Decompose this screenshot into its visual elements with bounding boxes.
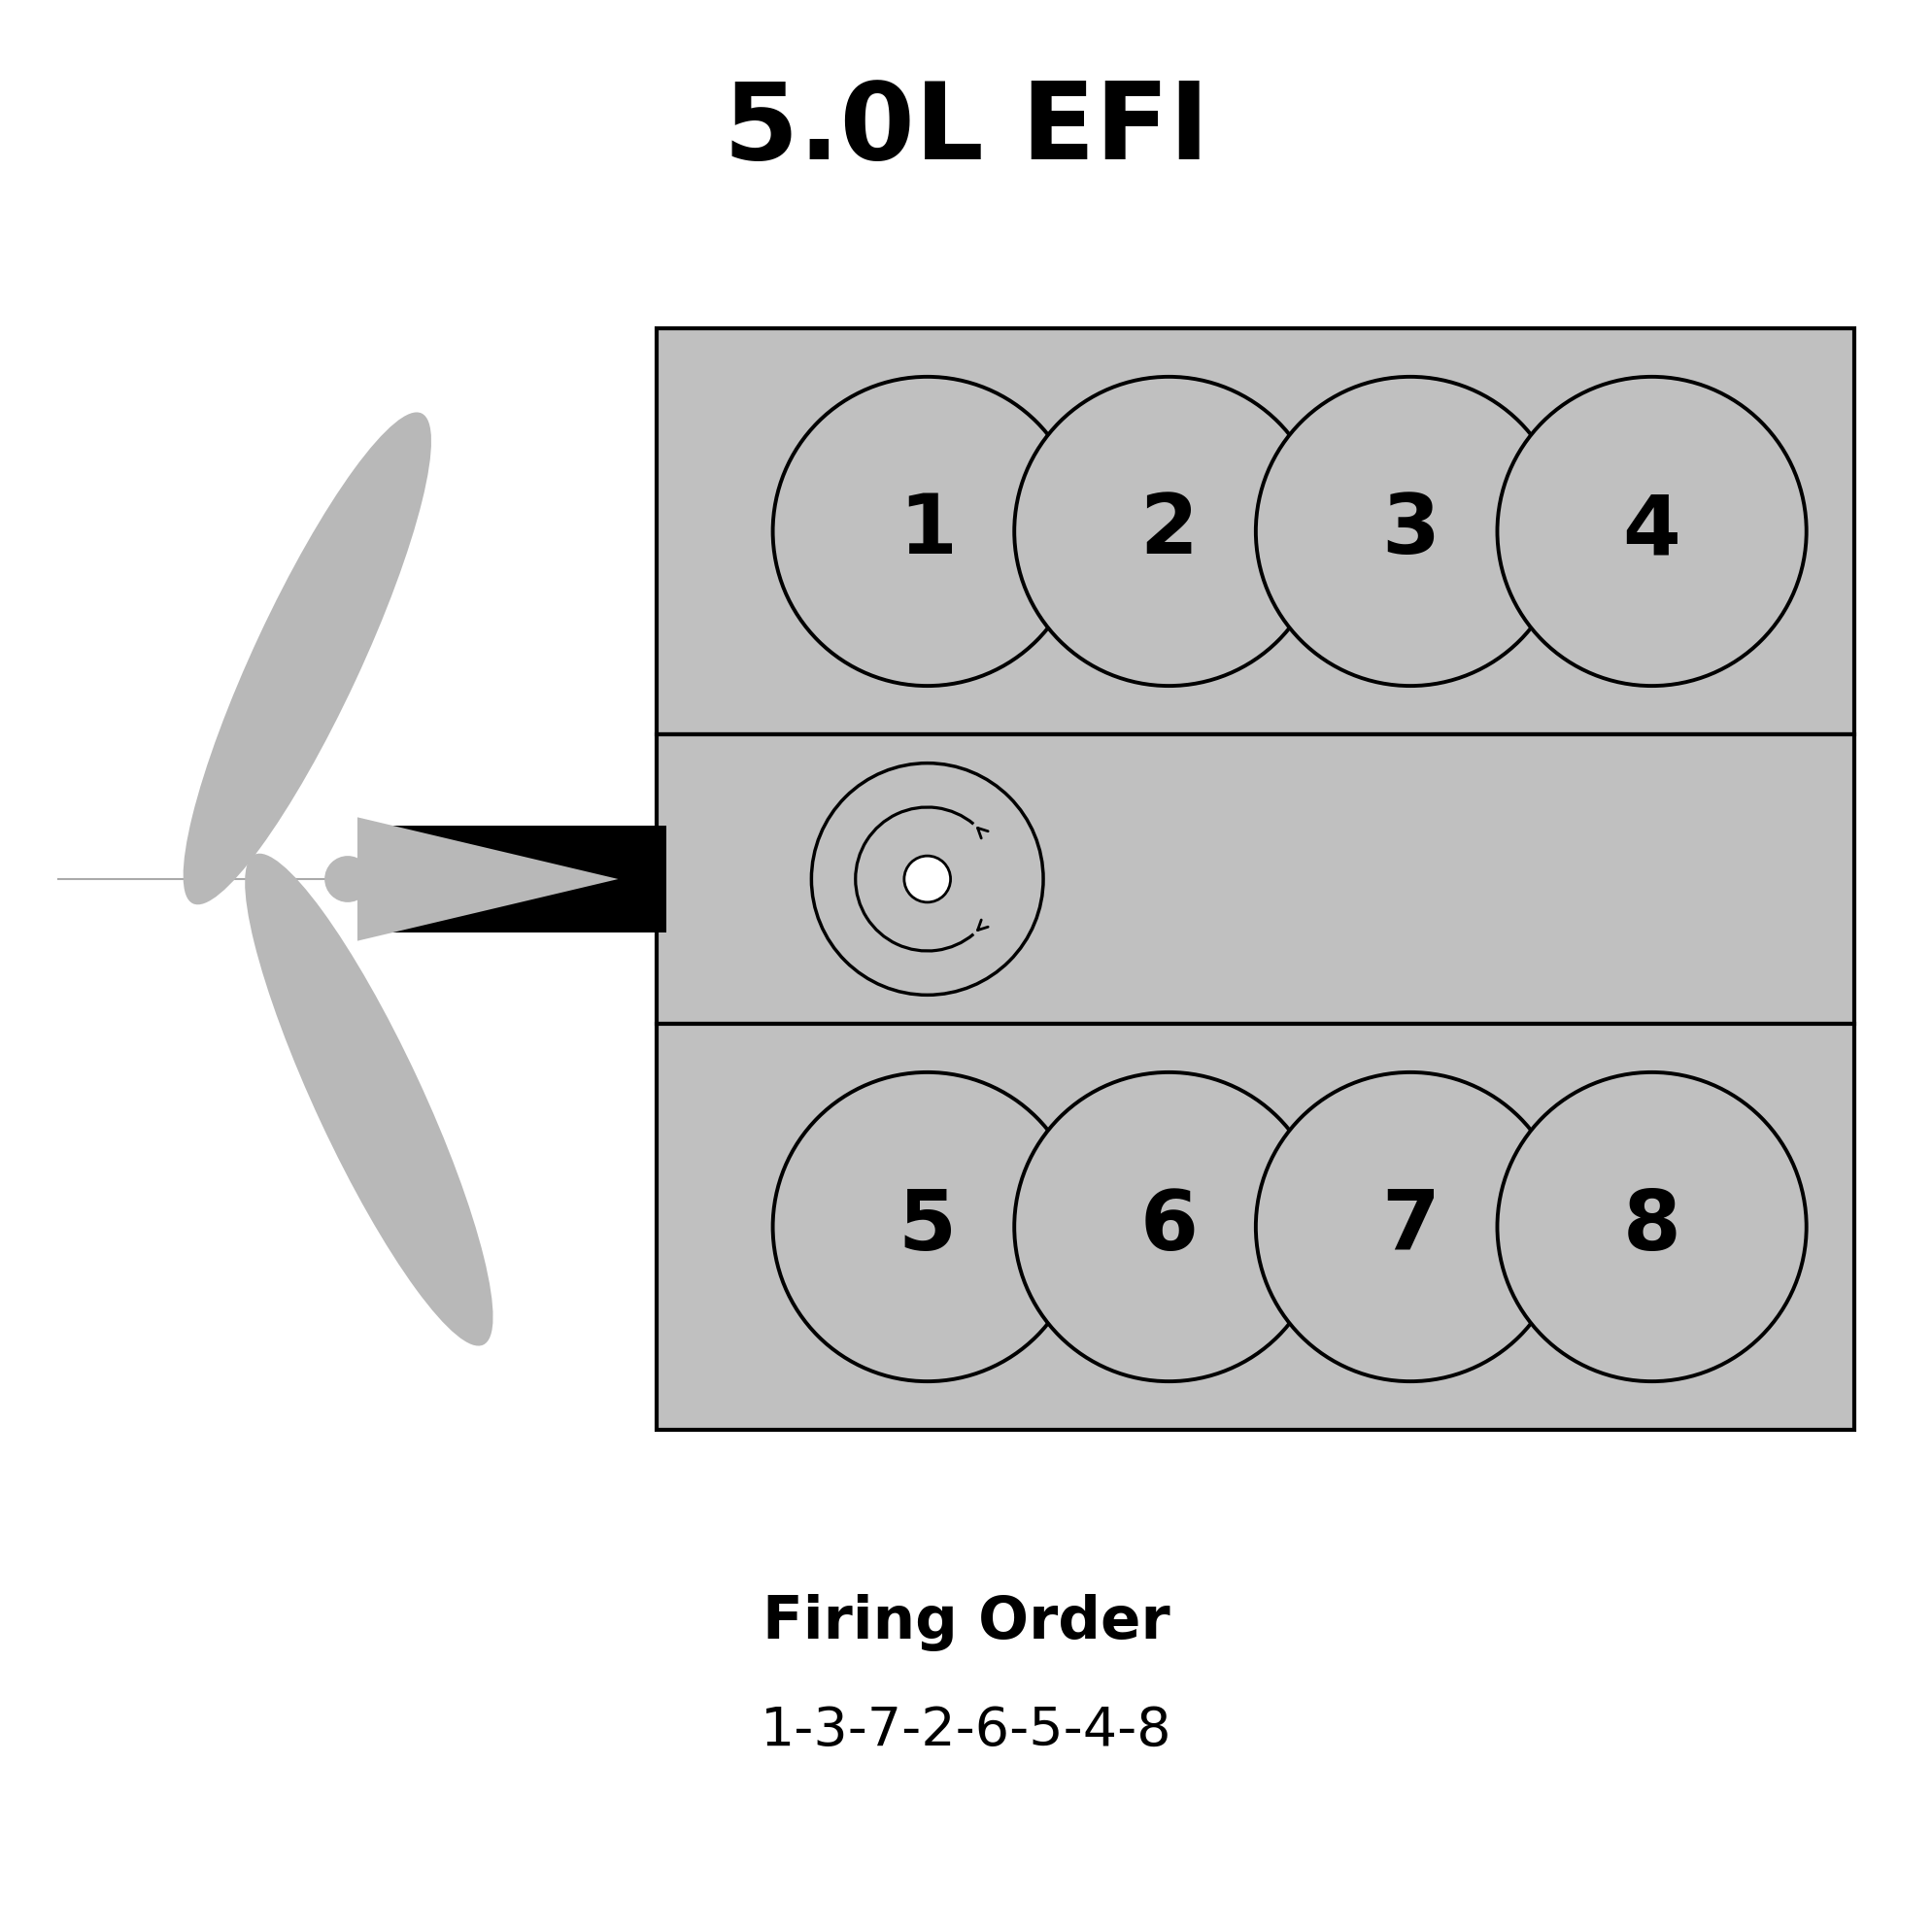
Text: 8: 8 — [1623, 1186, 1681, 1267]
Circle shape — [325, 856, 371, 902]
Circle shape — [1014, 377, 1323, 686]
Ellipse shape — [245, 854, 493, 1347]
Circle shape — [811, 763, 1043, 995]
Bar — [657, 1024, 1855, 1430]
Polygon shape — [357, 817, 618, 941]
Circle shape — [773, 1072, 1082, 1381]
Circle shape — [1014, 1072, 1323, 1381]
Circle shape — [1497, 1072, 1806, 1381]
Text: Firing Order: Firing Order — [763, 1594, 1169, 1652]
Text: 1-3-7-2-6-5-4-8: 1-3-7-2-6-5-4-8 — [761, 1704, 1171, 1756]
Circle shape — [1497, 377, 1806, 686]
Text: 4: 4 — [1623, 491, 1681, 572]
Text: 1: 1 — [898, 491, 956, 572]
Circle shape — [1256, 377, 1565, 686]
Circle shape — [904, 856, 951, 902]
Text: 2: 2 — [1140, 491, 1198, 572]
Text: 3: 3 — [1381, 491, 1439, 572]
Circle shape — [1256, 1072, 1565, 1381]
Bar — [657, 328, 1855, 734]
Bar — [657, 734, 1855, 1024]
Text: 7: 7 — [1381, 1186, 1439, 1267]
Text: 5: 5 — [898, 1186, 956, 1267]
Text: 6: 6 — [1140, 1186, 1198, 1267]
Bar — [357, 825, 667, 933]
Text: 5.0L EFI: 5.0L EFI — [723, 77, 1209, 182]
Ellipse shape — [184, 412, 431, 904]
Circle shape — [773, 377, 1082, 686]
